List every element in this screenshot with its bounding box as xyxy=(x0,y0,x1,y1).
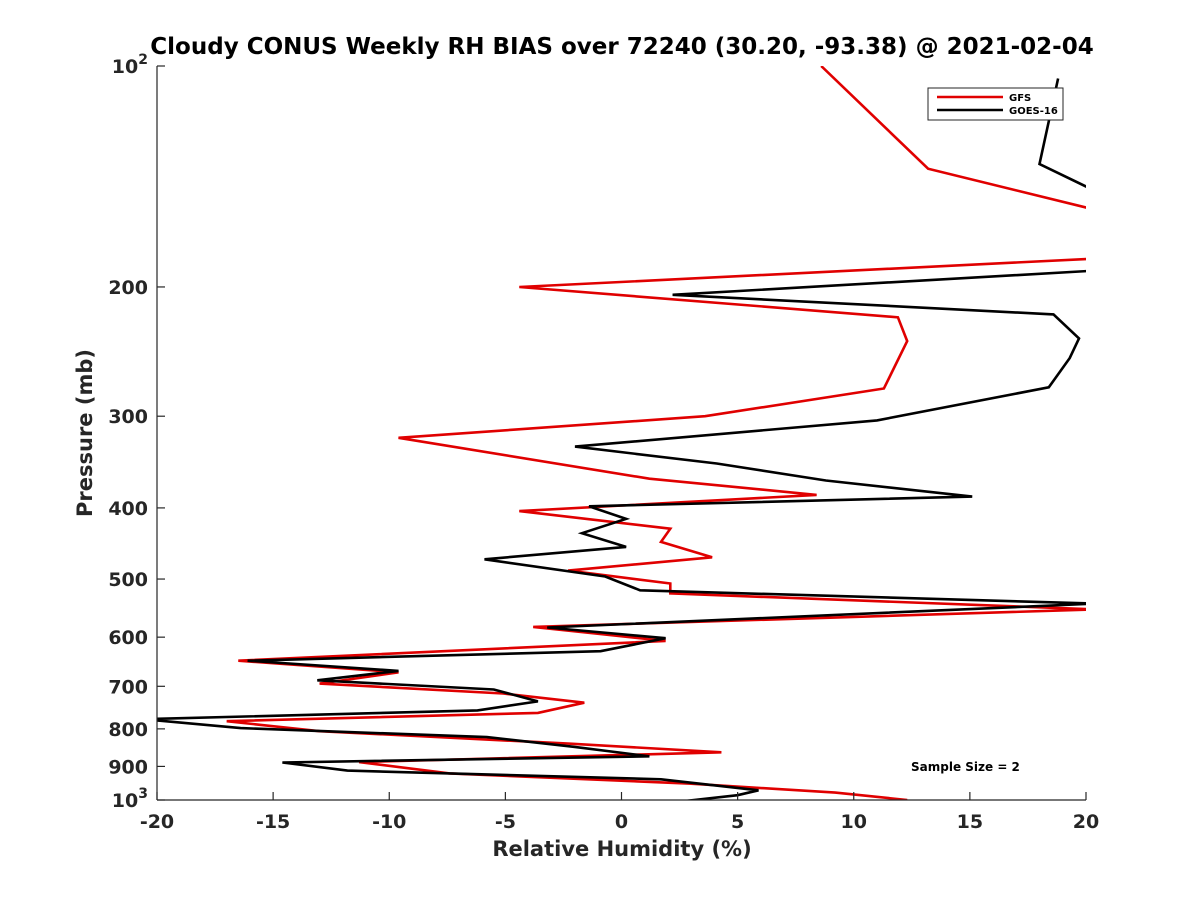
y-ticks: 102 200 300 400 500 600 700 800 900 103 xyxy=(108,52,165,812)
legend-label-goes16: GOES-16 xyxy=(1009,106,1058,117)
x-tick-label: -15 xyxy=(256,811,290,833)
y-tick-label: 200 xyxy=(108,277,148,299)
y-tick-label: 400 xyxy=(108,498,148,520)
series-line-goes16 xyxy=(157,78,1086,800)
series-layer xyxy=(157,66,1086,800)
x-tick-label: 20 xyxy=(1073,811,1099,833)
x-tick-label: -5 xyxy=(495,811,516,833)
chart-title: Cloudy CONUS Weekly RH BIAS over 72240 (… xyxy=(150,34,1093,60)
y-tick-label: 800 xyxy=(108,719,148,741)
legend-label-gfs: GFS xyxy=(1009,93,1031,104)
y-axis-label: Pressure (mb) xyxy=(73,349,97,517)
legend-box xyxy=(927,87,1064,121)
sample-size-annotation: Sample Size = 2 xyxy=(911,760,1020,774)
x-axis-label: Relative Humidity (%) xyxy=(492,837,751,861)
y-tick-label: 900 xyxy=(108,756,148,778)
x-tick-label: -20 xyxy=(140,811,174,833)
y-tick-label: 102 xyxy=(112,52,148,78)
y-tick-label: 103 xyxy=(112,786,148,812)
x-tick-label: 15 xyxy=(957,811,983,833)
x-ticks: -20 -15 -10 -5 0 5 10 15 20 xyxy=(140,792,1099,833)
y-tick-label: 700 xyxy=(108,676,148,698)
x-tick-label: -10 xyxy=(372,811,406,833)
y-tick-label: 300 xyxy=(108,406,148,428)
y-tick-label: 500 xyxy=(108,569,148,591)
y-tick-label: 600 xyxy=(108,627,148,649)
x-tick-label: 5 xyxy=(731,811,744,833)
x-tick-label: 0 xyxy=(615,811,628,833)
legend: GFS GOES-16 xyxy=(927,87,1064,121)
x-tick-label: 10 xyxy=(841,811,867,833)
